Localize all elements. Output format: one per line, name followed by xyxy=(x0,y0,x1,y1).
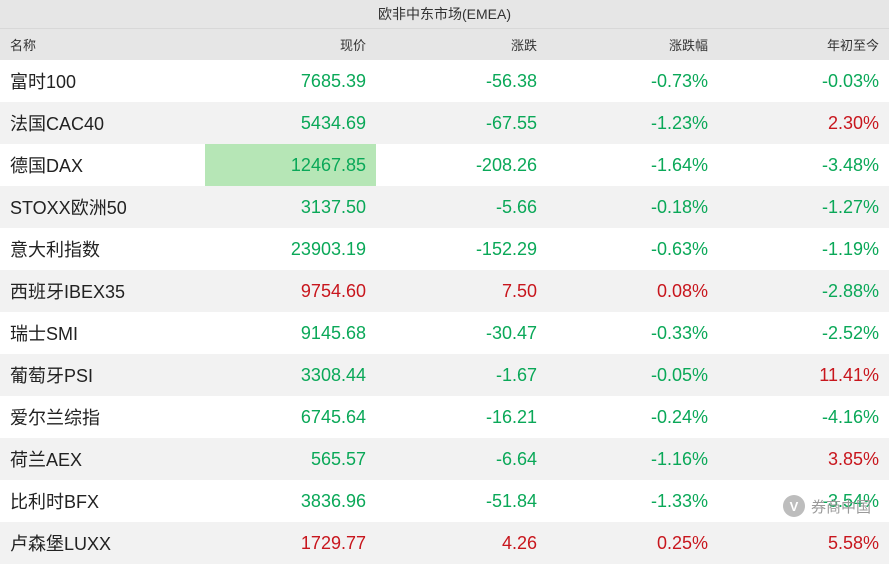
cell-pct: 0.25% xyxy=(547,522,718,564)
table-row[interactable]: 荷兰AEX565.57-6.64-1.16%3.85% xyxy=(0,438,889,480)
cell-ytd: 5.58% xyxy=(718,522,889,564)
cell-ytd: -0.03% xyxy=(718,60,889,102)
cell-change: 7.50 xyxy=(376,270,547,312)
cell-change: -56.38 xyxy=(376,60,547,102)
cell-pct: -0.73% xyxy=(547,60,718,102)
col-header-change[interactable]: 涨跌 xyxy=(376,29,547,61)
cell-price: 7685.39 xyxy=(205,60,376,102)
table-title: 欧非中东市场(EMEA) xyxy=(0,0,889,29)
cell-ytd: 11.41% xyxy=(718,354,889,396)
cell-change: -208.26 xyxy=(376,144,547,186)
col-header-pct[interactable]: 涨跌幅 xyxy=(547,29,718,61)
cell-pct: -0.33% xyxy=(547,312,718,354)
cell-pct: -1.33% xyxy=(547,480,718,522)
cell-change: -5.66 xyxy=(376,186,547,228)
cell-ytd: -1.19% xyxy=(718,228,889,270)
cell-pct: -0.24% xyxy=(547,396,718,438)
table-row[interactable]: 瑞士SMI9145.68-30.47-0.33%-2.52% xyxy=(0,312,889,354)
cell-price: 9145.68 xyxy=(205,312,376,354)
cell-ytd: 2.30% xyxy=(718,102,889,144)
col-header-ytd[interactable]: 年初至今 xyxy=(718,29,889,61)
cell-price: 5434.69 xyxy=(205,102,376,144)
cell-price: 9754.60 xyxy=(205,270,376,312)
cell-name: 法国CAC40 xyxy=(0,102,205,144)
cell-price: 3137.50 xyxy=(205,186,376,228)
cell-ytd: -1.27% xyxy=(718,186,889,228)
cell-change: -30.47 xyxy=(376,312,547,354)
table-row[interactable]: 葡萄牙PSI3308.44-1.67-0.05%11.41% xyxy=(0,354,889,396)
cell-name: 比利时BFX xyxy=(0,480,205,522)
col-header-price[interactable]: 现价 xyxy=(205,29,376,61)
table-row[interactable]: 卢森堡LUXX1729.774.260.25%5.58% xyxy=(0,522,889,564)
cell-price: 1729.77 xyxy=(205,522,376,564)
table-title-row: 欧非中东市场(EMEA) xyxy=(0,0,889,29)
table-body: 富时1007685.39-56.38-0.73%-0.03%法国CAC40543… xyxy=(0,60,889,564)
cell-ytd: -3.48% xyxy=(718,144,889,186)
market-table: 欧非中东市场(EMEA) 名称 现价 涨跌 涨跌幅 年初至今 富时1007685… xyxy=(0,0,889,564)
cell-change: -1.67 xyxy=(376,354,547,396)
cell-ytd: -2.52% xyxy=(718,312,889,354)
cell-name: 意大利指数 xyxy=(0,228,205,270)
table-row[interactable]: 富时1007685.39-56.38-0.73%-0.03% xyxy=(0,60,889,102)
cell-price: 565.57 xyxy=(205,438,376,480)
table-row[interactable]: STOXX欧洲503137.50-5.66-0.18%-1.27% xyxy=(0,186,889,228)
table-header-row: 名称 现价 涨跌 涨跌幅 年初至今 xyxy=(0,29,889,61)
cell-name: 富时100 xyxy=(0,60,205,102)
cell-pct: 0.08% xyxy=(547,270,718,312)
cell-name: 西班牙IBEX35 xyxy=(0,270,205,312)
cell-name: 爱尔兰综指 xyxy=(0,396,205,438)
table-row[interactable]: 意大利指数23903.19-152.29-0.63%-1.19% xyxy=(0,228,889,270)
cell-price: 3308.44 xyxy=(205,354,376,396)
cell-pct: -0.05% xyxy=(547,354,718,396)
cell-name: 瑞士SMI xyxy=(0,312,205,354)
col-header-name[interactable]: 名称 xyxy=(0,29,205,61)
cell-price: 12467.85 xyxy=(205,144,376,186)
cell-change: -6.64 xyxy=(376,438,547,480)
cell-change: -51.84 xyxy=(376,480,547,522)
cell-name: 德国DAX xyxy=(0,144,205,186)
table-row[interactable]: 西班牙IBEX359754.607.500.08%-2.88% xyxy=(0,270,889,312)
cell-pct: -1.64% xyxy=(547,144,718,186)
cell-change: -152.29 xyxy=(376,228,547,270)
cell-price: 6745.64 xyxy=(205,396,376,438)
table-row[interactable]: 爱尔兰综指6745.64-16.21-0.24%-4.16% xyxy=(0,396,889,438)
cell-change: 4.26 xyxy=(376,522,547,564)
cell-ytd: 3.85% xyxy=(718,438,889,480)
cell-pct: -1.16% xyxy=(547,438,718,480)
cell-ytd: -3.54% xyxy=(718,480,889,522)
cell-name: 荷兰AEX xyxy=(0,438,205,480)
table-row[interactable]: 法国CAC405434.69-67.55-1.23%2.30% xyxy=(0,102,889,144)
cell-ytd: -4.16% xyxy=(718,396,889,438)
cell-name: 卢森堡LUXX xyxy=(0,522,205,564)
cell-change: -16.21 xyxy=(376,396,547,438)
table-row[interactable]: 比利时BFX3836.96-51.84-1.33%-3.54% xyxy=(0,480,889,522)
cell-name: STOXX欧洲50 xyxy=(0,186,205,228)
cell-ytd: -2.88% xyxy=(718,270,889,312)
cell-price: 23903.19 xyxy=(205,228,376,270)
cell-pct: -0.63% xyxy=(547,228,718,270)
cell-pct: -1.23% xyxy=(547,102,718,144)
cell-price: 3836.96 xyxy=(205,480,376,522)
cell-change: -67.55 xyxy=(376,102,547,144)
cell-name: 葡萄牙PSI xyxy=(0,354,205,396)
table-row[interactable]: 德国DAX12467.85-208.26-1.64%-3.48% xyxy=(0,144,889,186)
cell-pct: -0.18% xyxy=(547,186,718,228)
